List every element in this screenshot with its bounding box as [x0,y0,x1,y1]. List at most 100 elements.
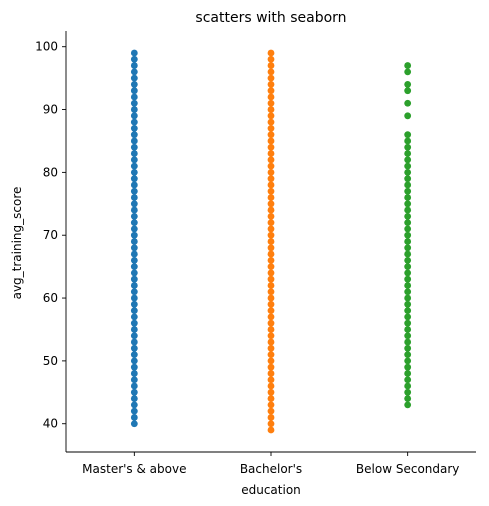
data-point [404,200,412,208]
data-point [404,370,412,377]
data-point [267,219,275,227]
data-point [130,288,138,296]
data-point [404,175,412,183]
data-point [130,212,138,220]
data-point [267,162,275,170]
data-point [404,332,412,340]
data-point [404,326,412,333]
data-point [404,338,412,346]
data-point [130,74,138,82]
data-point [267,288,275,296]
data-points [130,49,412,434]
data-point [404,81,412,88]
data-point [267,326,275,333]
data-point [404,357,412,365]
data-point [404,363,412,371]
data-point [267,344,275,352]
data-point [130,344,138,352]
data-point [267,370,275,377]
data-point [130,81,138,88]
data-point [130,263,138,271]
data-point [267,181,275,189]
data-point [267,106,275,113]
data-point [267,420,275,428]
data-point [267,87,275,95]
data-point [130,68,138,76]
y-tick-label: 50 [43,354,58,368]
data-point [130,112,138,120]
data-point [404,162,412,170]
data-point [267,426,275,434]
data-point [267,168,275,176]
data-point [130,106,138,113]
data-point [267,137,275,145]
data-point [267,300,275,308]
data-point [130,332,138,340]
data-point [267,49,275,57]
data-point [267,294,275,302]
data-point [130,376,138,384]
data-point [130,200,138,208]
data-point [130,194,138,201]
data-point [130,162,138,170]
data-point [267,382,275,390]
data-point [130,231,138,239]
data-point [404,256,412,264]
data-point [130,395,138,402]
data-point [130,99,138,107]
data-point [130,156,138,164]
data-point [404,388,412,396]
data-point [130,363,138,371]
data-point [404,376,412,384]
data-point [130,414,138,421]
y-axis-ticks: 40 50 60 70 80 90 100 [35,40,66,431]
data-point [267,112,275,120]
data-point [130,401,138,409]
data-point [267,212,275,220]
data-point [267,99,275,107]
data-point [267,357,275,365]
data-point [267,187,275,195]
data-point [130,388,138,396]
data-point [130,420,138,428]
data-point [267,124,275,132]
data-point [130,206,138,214]
data-point [130,225,138,233]
data-point [404,238,412,245]
data-point [267,131,275,139]
data-point [130,382,138,390]
data-point [130,294,138,302]
data-point [130,131,138,139]
data-point [404,150,412,157]
data-point [130,93,138,101]
x-axis-ticks: Master's & above Bachelor's Below Secondar… [82,452,459,476]
y-tick-label: 70 [43,228,58,242]
data-point [267,338,275,346]
data-point [267,275,275,283]
y-tick-label: 60 [43,291,58,305]
data-point [130,143,138,151]
data-point [267,395,275,402]
data-point [404,319,412,327]
data-point [267,363,275,371]
data-point [404,313,412,321]
data-point [130,238,138,245]
data-point [404,62,412,69]
y-tick-label: 90 [43,103,58,117]
data-point [267,93,275,101]
data-point [130,357,138,365]
data-point [404,68,412,76]
data-point [404,401,412,409]
data-point [267,81,275,88]
data-point [130,250,138,258]
data-point [267,231,275,239]
data-point [404,187,412,195]
data-point [404,87,412,95]
data-point [267,150,275,157]
chart-title: scatters with seaborn [195,10,346,26]
data-point [130,87,138,95]
data-point [404,231,412,239]
data-point [130,370,138,377]
x-tick-label: Below Secondary [356,462,459,476]
data-point [130,244,138,252]
